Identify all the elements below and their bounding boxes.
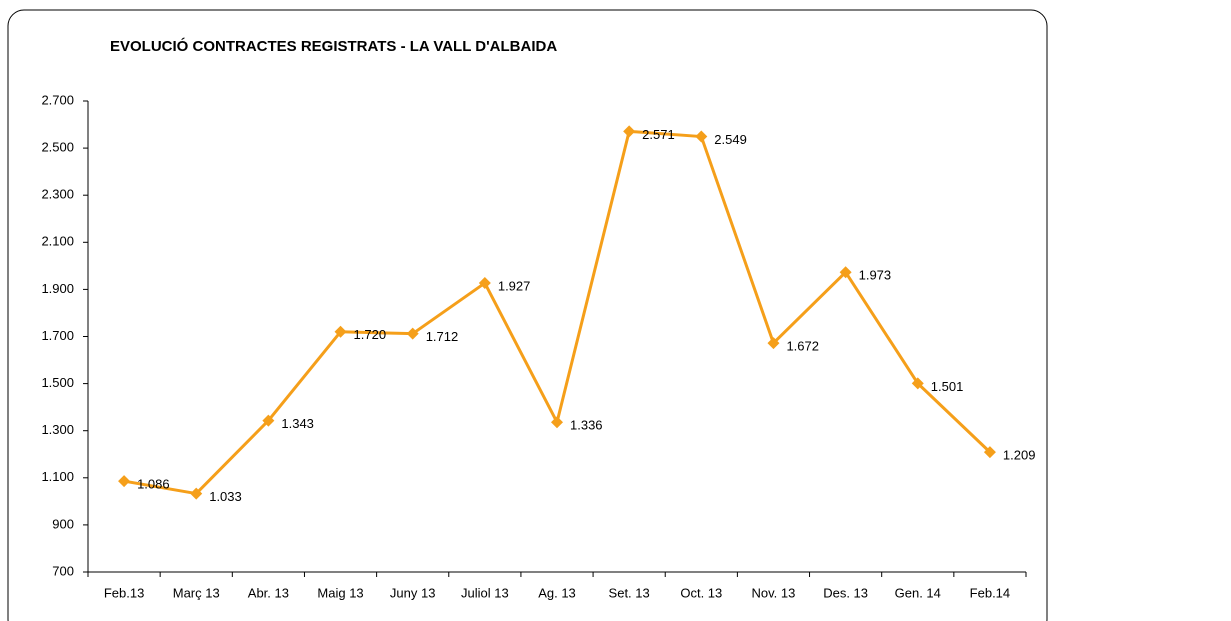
y-tick-label: 1.300 bbox=[41, 422, 74, 437]
y-tick-label: 2.700 bbox=[41, 92, 74, 107]
point-marker bbox=[118, 475, 131, 488]
data-label: 1.033 bbox=[209, 489, 242, 504]
point-marker bbox=[911, 377, 924, 390]
y-tick-label: 700 bbox=[52, 563, 74, 578]
y-tick-label: 1.100 bbox=[41, 469, 74, 484]
x-tick-label: Oct. 13 bbox=[680, 585, 722, 600]
point-marker bbox=[262, 414, 275, 427]
point-marker bbox=[551, 416, 563, 429]
point-marker bbox=[839, 266, 852, 279]
point-marker bbox=[623, 125, 636, 138]
x-tick-label: Feb.14 bbox=[970, 585, 1010, 600]
x-tick-label: Set. 13 bbox=[609, 585, 650, 600]
x-tick-label: Des. 13 bbox=[823, 585, 868, 600]
x-tick-label: Ag. 13 bbox=[538, 585, 576, 600]
point-marker bbox=[983, 446, 996, 459]
data-label: 1.343 bbox=[281, 416, 314, 431]
x-tick-label: Març 13 bbox=[173, 585, 220, 600]
point-marker bbox=[478, 277, 491, 290]
data-label: 2.571 bbox=[642, 127, 675, 142]
data-label: 1.501 bbox=[931, 379, 964, 394]
data-label: 1.336 bbox=[570, 418, 603, 433]
y-tick-label: 1.900 bbox=[41, 281, 74, 296]
point-marker bbox=[190, 487, 203, 500]
point-marker bbox=[334, 325, 347, 338]
y-tick-label: 2.300 bbox=[41, 187, 74, 202]
point-marker bbox=[406, 327, 419, 340]
x-tick-label: Juny 13 bbox=[390, 585, 436, 600]
y-tick-label: 1.700 bbox=[41, 328, 74, 343]
point-marker bbox=[695, 130, 708, 143]
x-tick-label: Gen. 14 bbox=[895, 585, 941, 600]
x-tick-label: Juliol 13 bbox=[461, 585, 509, 600]
data-label: 1.086 bbox=[137, 477, 170, 492]
x-tick-label: Feb.13 bbox=[104, 585, 144, 600]
y-tick-label: 1.500 bbox=[41, 375, 74, 390]
data-label: 1.927 bbox=[498, 278, 531, 293]
data-label: 1.672 bbox=[786, 339, 819, 354]
point-marker bbox=[767, 337, 780, 350]
y-tick-label: 2.500 bbox=[41, 140, 74, 155]
x-tick-label: Maig 13 bbox=[317, 585, 363, 600]
x-tick-label: Nov. 13 bbox=[752, 585, 796, 600]
x-tick-label: Abr. 13 bbox=[248, 585, 289, 600]
y-tick-label: 2.100 bbox=[41, 234, 74, 249]
data-label: 1.209 bbox=[1003, 448, 1036, 463]
chart-frame bbox=[7, 9, 1048, 621]
data-label: 1.712 bbox=[426, 329, 459, 344]
data-label: 1.973 bbox=[859, 268, 892, 283]
y-tick-label: 900 bbox=[52, 516, 74, 531]
chart-title: EVOLUCIÓ CONTRACTES REGISTRATS - LA VALL… bbox=[110, 37, 557, 55]
data-label: 2.549 bbox=[714, 132, 747, 147]
data-label: 1.720 bbox=[354, 327, 387, 342]
